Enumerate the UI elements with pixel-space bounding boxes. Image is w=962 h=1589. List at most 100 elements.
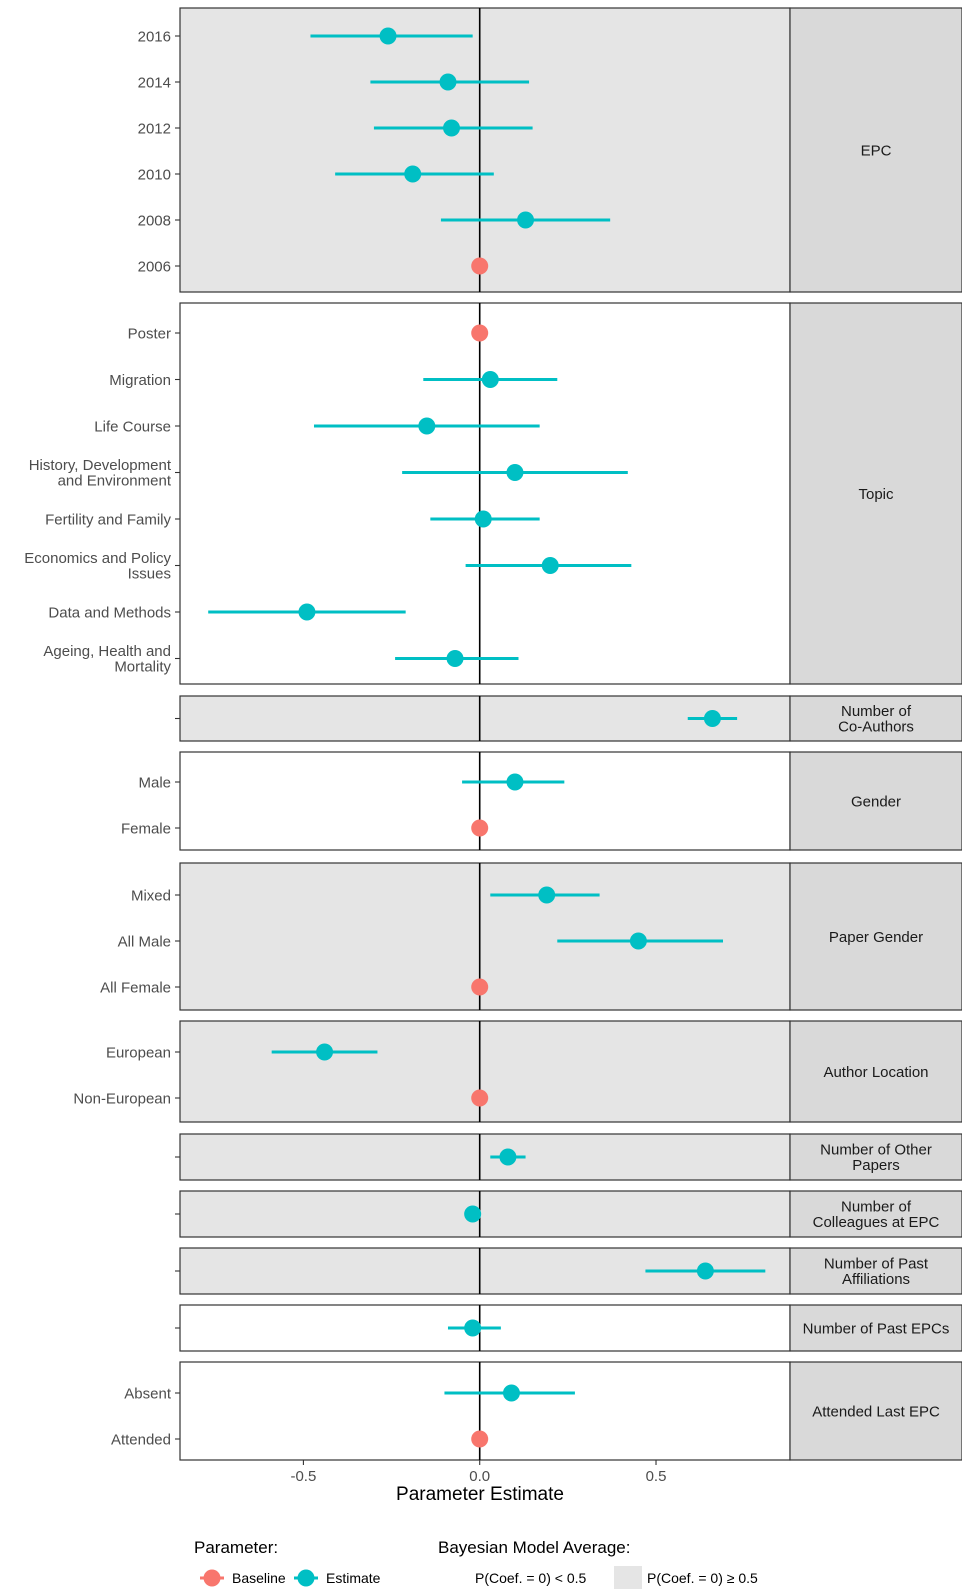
y-tick-label: 2012 (138, 120, 171, 137)
y-tick-label: Migration (109, 372, 171, 389)
estimate-point (538, 886, 556, 904)
legend-label: Estimate (326, 1570, 381, 1586)
y-tick-label: Fertility and Family (45, 511, 171, 528)
y-tick-label: Male (138, 774, 171, 791)
y-tick-label: Ageing, Health and Mortality (43, 643, 171, 676)
panel-background (179, 302, 791, 685)
baseline-point (471, 819, 489, 837)
legend-swatch (460, 1566, 488, 1589)
estimate-point (443, 119, 461, 137)
legend-key-estimate: Estimate (294, 1569, 381, 1587)
legend-label: P(Coef. = 0) ≥ 0.5 (647, 1570, 758, 1586)
estimate-point (446, 650, 464, 667)
y-tick-label: Mixed (131, 887, 171, 904)
y-tick-label: Life Course (94, 418, 171, 435)
baseline-point (471, 1430, 489, 1448)
estimate-point (541, 557, 559, 574)
x-tick-label: 0.0 (469, 1468, 490, 1485)
panel-background (179, 1020, 791, 1123)
estimate-point (404, 165, 422, 183)
facet-strip-label: Number of Co-Authors (838, 703, 914, 736)
y-tick-label: Attended (111, 1431, 171, 1448)
facet-strip-label: Gender (851, 793, 901, 810)
estimate-point (703, 710, 721, 727)
y-tick-label: 2006 (138, 258, 171, 275)
y-tick-label: All Male (118, 933, 171, 950)
estimate-point (502, 1384, 520, 1402)
facet-strip (789, 1190, 962, 1238)
estimate-point (464, 1319, 482, 1337)
legend-key-point (297, 1569, 315, 1587)
x-axis-title: Parameter Estimate (396, 1484, 564, 1505)
facet-strip (789, 862, 962, 1011)
y-tick-label: Female (121, 820, 171, 837)
facet-strip (789, 751, 962, 851)
facet-strip (789, 7, 962, 293)
x-tick-label: 0.5 (646, 1468, 667, 1485)
legend-swatch (614, 1566, 642, 1589)
facet-strip-label: Topic (858, 486, 894, 503)
y-tick-label: 2008 (138, 212, 171, 229)
y-tick-label: Absent (124, 1385, 172, 1402)
estimate-point (418, 417, 436, 435)
legend: Parameter: Bayesian Model Average: Basel… (194, 1538, 758, 1589)
facet-panel: Number of Colleagues at EPC (175, 1190, 962, 1238)
facet-panel: Number of Past EPCs (175, 1304, 962, 1352)
estimate-point (474, 510, 492, 528)
facet-strip-label: Number of Colleagues at EPC (813, 1198, 940, 1231)
estimate-point (464, 1205, 482, 1223)
facet-strip (789, 1304, 962, 1352)
facet-panel: Number of Past Affiliations (175, 1247, 962, 1295)
panel-background (179, 7, 791, 293)
baseline-point (471, 257, 489, 275)
facet-panel: Gender Male Female (121, 751, 962, 851)
facet-strip (789, 1247, 962, 1295)
estimate-point (379, 27, 397, 45)
estimate-point (481, 371, 499, 388)
facet-strip (789, 1133, 962, 1181)
y-tick-label: All Female (100, 979, 171, 996)
facet-strip-label: Number of Past EPCs (803, 1320, 950, 1337)
facet-strip-label: EPC (861, 142, 892, 159)
facet-panel: Number of Co-Authors (175, 695, 962, 742)
x-axis: Parameter Estimate -0.5 0.0 0.5 (290, 1460, 666, 1505)
y-tick-label: Poster (128, 325, 171, 342)
legend-label: Baseline (232, 1570, 286, 1586)
facet-panel: Topic Poster Migration Life Course History, … (24, 302, 962, 685)
estimate-point (696, 1262, 714, 1280)
estimate-point (439, 73, 457, 91)
panel-background (179, 751, 791, 851)
facet-strip-label: Attended Last EPC (812, 1403, 940, 1420)
legend-label: P(Coef. = 0) < 0.5 (475, 1570, 586, 1586)
facet-strip (789, 695, 962, 742)
panels: EPC 2016 2014 2012 2010 2008 2006 Topic Poster Mi… (24, 7, 962, 1461)
y-tick-label: 2016 (138, 28, 171, 45)
estimate-point (517, 211, 535, 229)
facet-strip (789, 1020, 962, 1123)
y-tick-label: Non-European (73, 1090, 171, 1107)
estimate-point (506, 464, 524, 481)
facet-strip-label: Number of Past Affiliations (824, 1255, 929, 1288)
legend-bma-title: Bayesian Model Average: (438, 1538, 630, 1557)
y-tick-label: 2014 (138, 74, 171, 91)
estimate-point (506, 773, 524, 791)
y-tick-label: 2010 (138, 166, 171, 183)
legend-key-baseline: Baseline (200, 1569, 286, 1587)
estimate-point (298, 603, 316, 621)
legend-unshaded-key: P(Coef. = 0) < 0.5 (460, 1566, 586, 1589)
panel-background (179, 1190, 791, 1238)
estimate-point (316, 1043, 334, 1061)
facet-strip-label: Number of Other Papers (820, 1141, 932, 1174)
baseline-point (471, 978, 489, 996)
baseline-point (471, 1089, 489, 1107)
baseline-point (471, 324, 489, 342)
facet-strip (789, 302, 962, 685)
legend-shaded-key: P(Coef. = 0) ≥ 0.5 (614, 1566, 758, 1589)
legend-key-point (203, 1569, 221, 1587)
facet-panel: EPC 2016 2014 2012 2010 2008 2006 (138, 7, 962, 293)
y-tick-label: Economics and Policy Issues (24, 550, 171, 583)
facet-strip-label: Paper Gender (829, 929, 923, 946)
y-tick-label: History, Development and Environment (29, 457, 172, 490)
facet-panel: Attended Last EPC Absent Attended (111, 1361, 962, 1461)
